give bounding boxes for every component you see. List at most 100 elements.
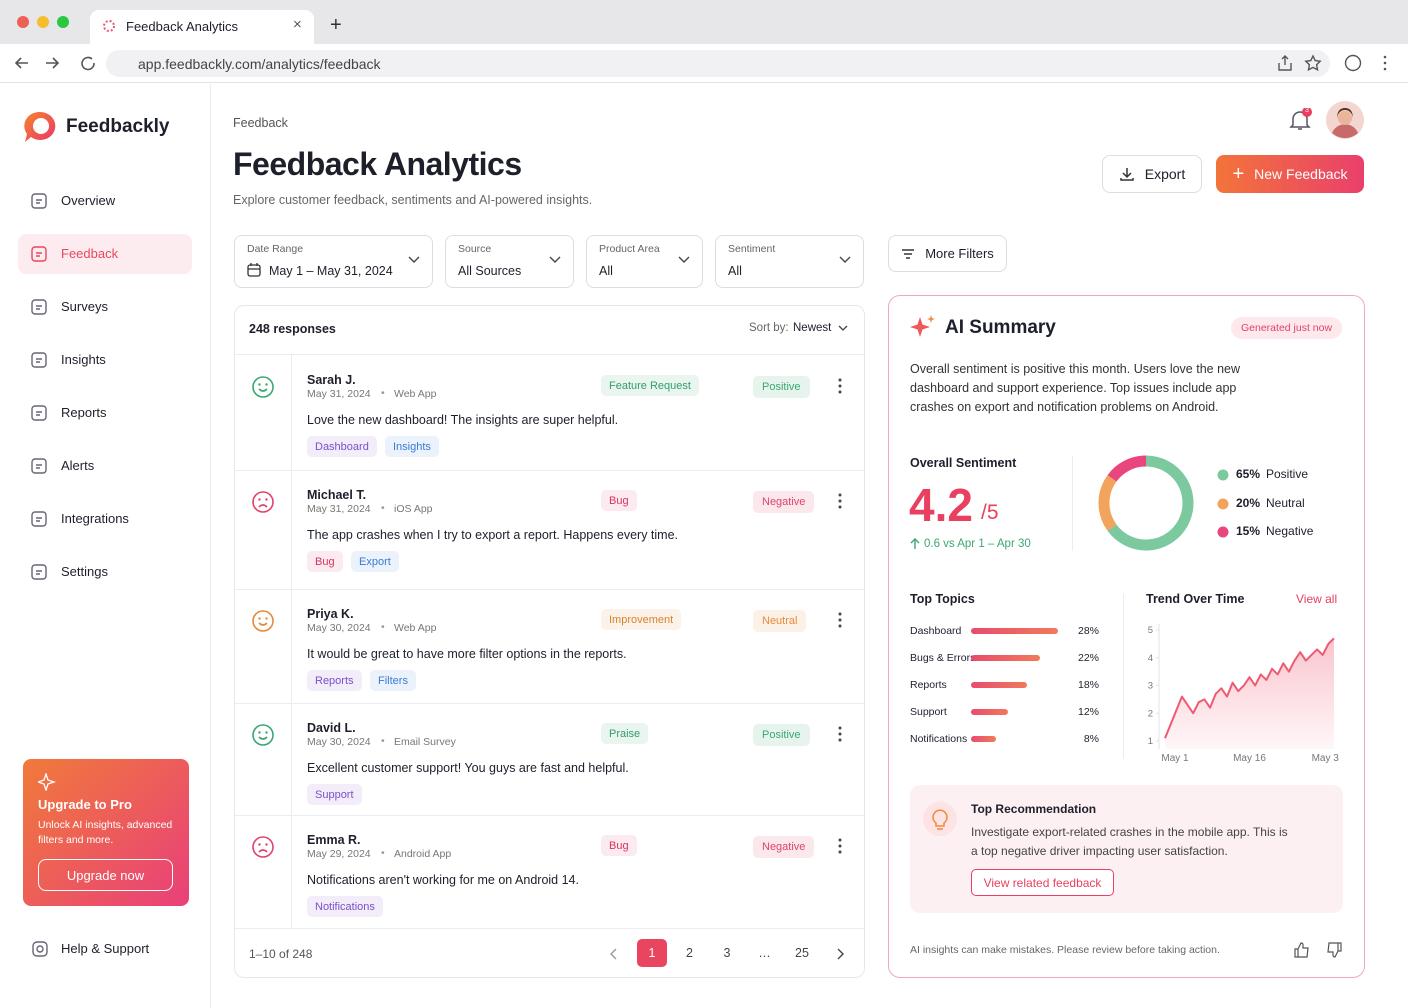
nav-item[interactable]: Integrations bbox=[61, 511, 129, 526]
filter-dropdown[interactable] bbox=[715, 235, 864, 288]
divider bbox=[235, 589, 864, 590]
sentiment-icon bbox=[252, 724, 274, 746]
icon-shape bbox=[408, 256, 420, 263]
mouth bbox=[258, 388, 268, 392]
icon-shape bbox=[31, 511, 47, 527]
bell-icon[interactable] bbox=[1288, 108, 1312, 132]
divider bbox=[1072, 456, 1073, 551]
tab-favicon bbox=[103, 20, 115, 32]
tag[interactable]: Bug bbox=[307, 551, 343, 572]
tab-close[interactable]: × bbox=[293, 16, 302, 33]
page-button[interactable]: … bbox=[758, 946, 771, 960]
view-all-link[interactable]: View all bbox=[1296, 592, 1338, 606]
browser-actions[interactable] bbox=[1276, 54, 1396, 72]
nav-icon bbox=[31, 246, 47, 262]
tag[interactable]: Dashboard bbox=[307, 436, 377, 457]
next-page[interactable] bbox=[837, 948, 845, 960]
icon-shape bbox=[31, 352, 47, 368]
pagination-range: 1–10 of 248 bbox=[249, 947, 313, 961]
window-controls bbox=[17, 16, 69, 28]
page-button[interactable]: 25 bbox=[795, 946, 809, 960]
face bbox=[252, 376, 274, 398]
feedback-date: May 29, 2024 bbox=[307, 848, 371, 860]
icon-shape bbox=[36, 252, 42, 257]
tag[interactable]: Notifications bbox=[307, 896, 383, 917]
browser-tab[interactable] bbox=[90, 10, 314, 44]
nav-item[interactable]: Alerts bbox=[61, 458, 95, 473]
filter-dropdown[interactable] bbox=[586, 235, 703, 288]
page-button[interactable]: 1 bbox=[637, 939, 667, 967]
dot bbox=[838, 493, 842, 497]
page-button[interactable]: 3 bbox=[723, 946, 731, 960]
new-tab[interactable]: + bbox=[330, 14, 342, 36]
breadcrumb[interactable]: Feedback bbox=[233, 116, 288, 130]
tag[interactable]: Export bbox=[351, 551, 399, 572]
new-feedback-button[interactable]: + New Feedback bbox=[1216, 155, 1364, 193]
feedback-text: Love the new dashboard! The insights are… bbox=[307, 413, 619, 427]
icon-shape bbox=[36, 517, 42, 522]
chart-title: Trend Over Time bbox=[1146, 592, 1245, 606]
more-menu[interactable] bbox=[835, 837, 845, 855]
feedback-date: May 31, 2024 bbox=[307, 503, 371, 515]
nav-buttons[interactable] bbox=[12, 54, 102, 72]
topic-value: 8% bbox=[1083, 733, 1099, 745]
icon-shape bbox=[838, 325, 848, 331]
url-field[interactable] bbox=[106, 50, 1330, 77]
sentiment-icon bbox=[252, 836, 274, 858]
nav-item[interactable]: Feedback bbox=[61, 246, 119, 261]
icon-shape bbox=[36, 464, 42, 469]
page-title: Feedback Analytics bbox=[233, 146, 522, 182]
tag[interactable]: Reports bbox=[307, 670, 362, 691]
filter-dropdown[interactable] bbox=[234, 235, 433, 288]
face bbox=[252, 836, 274, 858]
ai-title: AI Summary bbox=[945, 317, 1056, 338]
more-menu[interactable] bbox=[835, 492, 845, 510]
tag[interactable]: Insights bbox=[385, 436, 439, 457]
export-button[interactable]: Export bbox=[1102, 155, 1202, 193]
topic-label: Support bbox=[910, 706, 947, 718]
page-subtitle: Explore customer feedback, sentiments an… bbox=[233, 193, 593, 207]
upgrade-button[interactable]: Upgrade now bbox=[38, 859, 173, 891]
thumbs-up bbox=[1294, 942, 1309, 958]
divider bbox=[235, 928, 864, 929]
sentiment-icon bbox=[252, 610, 274, 632]
dot bbox=[838, 738, 842, 742]
more-menu[interactable] bbox=[835, 725, 845, 743]
nav-item[interactable]: Insights bbox=[61, 352, 106, 367]
nav-item[interactable]: Overview bbox=[61, 193, 116, 208]
face bbox=[252, 491, 274, 513]
topic-bar bbox=[971, 709, 1009, 715]
face bbox=[252, 610, 274, 632]
help-link[interactable]: Help & Support bbox=[61, 941, 150, 956]
filter-dropdown[interactable] bbox=[445, 235, 574, 288]
sort-value[interactable]: Newest bbox=[793, 322, 832, 334]
response-count: 248 responses bbox=[249, 322, 336, 336]
page-button[interactable]: 2 bbox=[686, 946, 693, 960]
more-menu[interactable] bbox=[835, 377, 845, 395]
sentiment-score: 4.2 bbox=[909, 479, 973, 531]
topic-label: Bugs & Errors bbox=[910, 652, 976, 664]
nav-icon bbox=[31, 352, 47, 368]
sentiment-badge: Neutral bbox=[753, 610, 807, 632]
icon-shape bbox=[31, 246, 47, 262]
nav-item[interactable]: Settings bbox=[61, 564, 108, 579]
feedback-thumbs[interactable] bbox=[1293, 941, 1343, 959]
legend-swatch bbox=[1217, 498, 1229, 509]
dot bbox=[838, 612, 842, 616]
user-avatar[interactable] bbox=[1326, 101, 1364, 139]
nav-item[interactable]: Reports bbox=[61, 405, 107, 420]
prev-page[interactable] bbox=[609, 948, 617, 960]
view-related-button[interactable]: View related feedback bbox=[971, 869, 1114, 896]
dot bbox=[838, 390, 842, 394]
divider bbox=[235, 703, 864, 704]
thumbs-down bbox=[1327, 942, 1342, 958]
icon-shape bbox=[837, 948, 844, 960]
donut-segment bbox=[1107, 455, 1194, 551]
dot bbox=[838, 499, 842, 503]
tag[interactable]: Filters bbox=[370, 670, 416, 691]
nav-item[interactable]: Surveys bbox=[61, 299, 108, 314]
icon-shape bbox=[248, 263, 260, 270]
more-filters-button[interactable]: More Filters bbox=[888, 235, 1007, 272]
more-menu[interactable] bbox=[835, 611, 845, 629]
tag[interactable]: Support bbox=[307, 784, 362, 805]
